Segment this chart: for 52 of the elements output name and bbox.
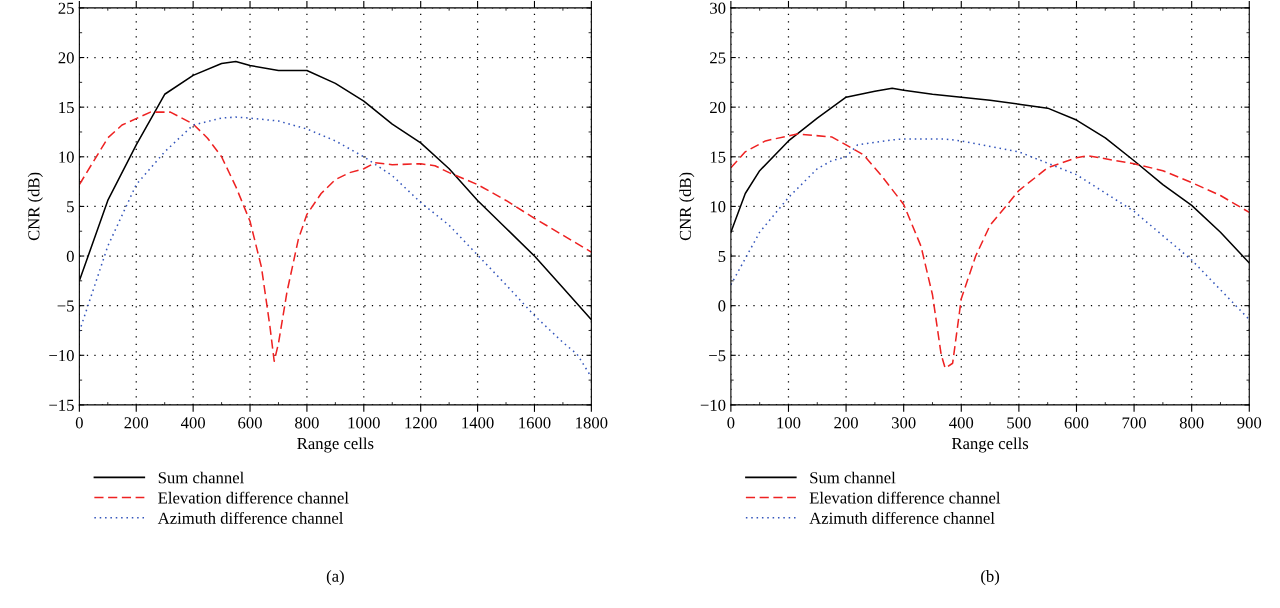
x-tick-label: 1200 (405, 417, 437, 429)
x-tick-label: 800 (295, 417, 319, 429)
x-tick-label: 200 (834, 417, 858, 429)
x-tick-label: 0 (727, 417, 735, 429)
y-tick-label: 25 (58, 2, 74, 14)
x-tick-label: 1000 (348, 417, 380, 429)
y-tick-label: 15 (710, 151, 726, 163)
x-tick-label: 500 (1007, 417, 1031, 429)
legend-label: Elevation difference channel (158, 491, 349, 504)
y-tick-label: −5 (57, 300, 74, 312)
x-tick-label: 600 (1064, 417, 1089, 429)
y-tick-label: 5 (67, 201, 74, 213)
x-tick-label: 900 (1237, 417, 1262, 429)
x-axis-title: Range cells (297, 437, 374, 453)
x-tick-label: 200 (124, 417, 149, 429)
line-series (730, 133, 1250, 369)
x-tick-label: 400 (949, 417, 974, 429)
legend-label: Sum channel (810, 471, 896, 484)
legend-label: Azimuth difference channel (157, 511, 344, 524)
x-tick-label: 1600 (519, 417, 551, 429)
legend-label: Sum channel (158, 471, 244, 484)
y-tick-label: 20 (58, 52, 74, 64)
y-tick-label: −10 (49, 350, 74, 362)
y-axis-title: CNR (dB) (27, 172, 43, 241)
y-tick-label: 30 (710, 2, 726, 14)
y-tick-label: −15 (49, 399, 74, 411)
x-tick-label: 300 (891, 417, 916, 429)
y-axis-title: CNR (dB) (679, 172, 695, 241)
x-tick-label: 0 (75, 417, 83, 429)
x-tick-label: 700 (1122, 417, 1146, 429)
text: (a) (326, 570, 344, 586)
y-tick-label: 5 (718, 250, 726, 262)
y-tick-label: 10 (710, 201, 726, 213)
x-tick-label: 100 (777, 417, 801, 429)
x-tick-label: 600 (238, 417, 262, 429)
text: (b) (981, 570, 1000, 586)
y-tick-label: −10 (700, 399, 726, 411)
x-tick-label: 400 (180, 417, 205, 429)
x-axis-title: Range cells (951, 437, 1029, 453)
y-tick-label: −5 (709, 350, 726, 362)
y-tick-label: 0 (66, 250, 74, 262)
y-tick-label: 10 (59, 151, 74, 163)
line-series (730, 138, 1250, 321)
x-tick-label: 800 (1179, 417, 1204, 429)
y-tick-label: 25 (710, 52, 726, 64)
legend-label: Azimuth difference channel (809, 511, 995, 524)
x-tick-label: 1800 (576, 417, 608, 429)
y-tick-label: 20 (710, 101, 726, 114)
x-tick-label: 1400 (462, 417, 494, 429)
legend-label: Elevation difference channel (809, 491, 1001, 504)
y-tick-label: 0 (718, 300, 726, 312)
y-tick-label: 15 (59, 101, 74, 114)
